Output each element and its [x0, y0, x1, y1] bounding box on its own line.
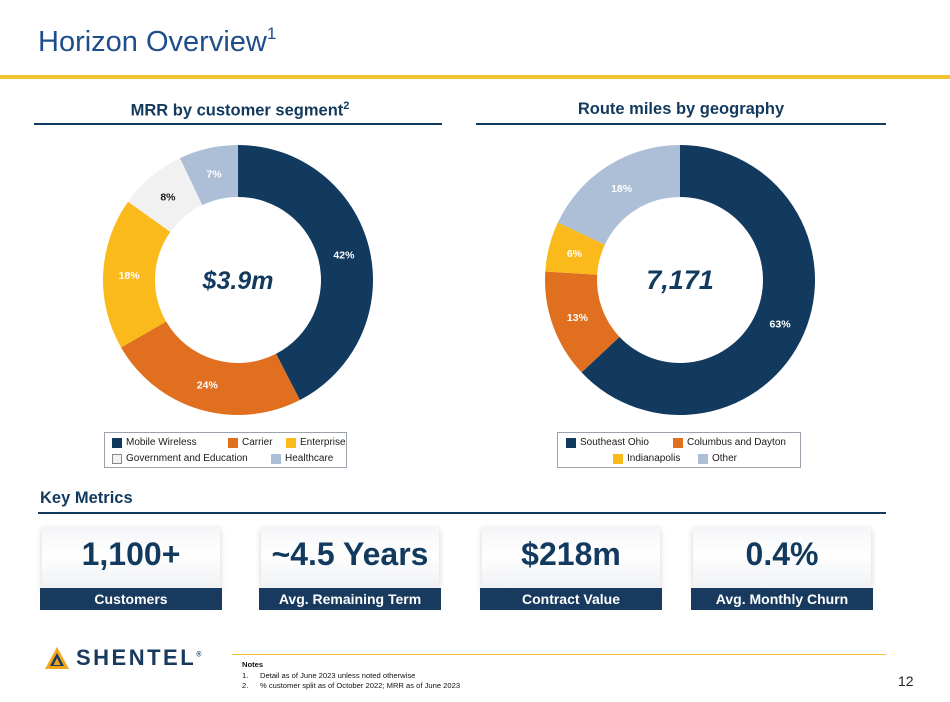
legend-item-other: Other	[698, 453, 737, 464]
metric-card-face	[482, 526, 660, 590]
legend-item-healthcare: Healthcare	[271, 453, 333, 464]
legend-swatch	[228, 437, 238, 448]
metric-card-customers: 1,100+ Customers	[40, 526, 222, 610]
metric-label: Contract Value	[480, 588, 662, 610]
legend-item-indianapolis: Indianapolis	[613, 453, 680, 464]
legend-swatch	[286, 437, 296, 448]
metric-card-face	[42, 526, 220, 590]
legend-item-mobile-wireless: Mobile Wireless	[112, 437, 197, 448]
metric-card-monthly-churn: 0.4% Avg. Monthly Churn	[691, 526, 873, 610]
legend-item-columbus-dayton: Columbus and Dayton	[673, 437, 786, 448]
metric-label: Avg. Monthly Churn	[691, 588, 873, 610]
metric-value: ~4.5 Years	[271, 536, 429, 572]
slice-label: 42%	[333, 249, 355, 261]
donut-slice-carrier	[121, 321, 300, 415]
legend-swatch	[271, 453, 281, 464]
legend-item-enterprise: Enterprise	[286, 437, 346, 448]
key-metrics-divider	[38, 512, 886, 514]
donut-slice-enterprise	[103, 201, 171, 348]
metric-card-contract-value: $218m Contract Value	[480, 526, 662, 610]
slice-label: 6%	[567, 248, 583, 260]
legend-swatch	[566, 437, 576, 448]
metric-card-remaining-term: ~4.5 Years Avg. Remaining Term	[259, 526, 441, 610]
slice-label: 7%	[206, 169, 222, 181]
page-number: 12	[898, 673, 914, 689]
legend-item-government-education: Government and Education	[112, 453, 248, 464]
route-miles-donut-chart: 63% 13% 6% 18% 7,171	[545, 145, 815, 415]
legend-swatch	[112, 453, 122, 464]
key-metrics-title: Key Metrics	[40, 489, 133, 507]
donut-slice-other	[557, 145, 680, 245]
slice-label: 18%	[611, 183, 633, 195]
legend-swatch	[112, 437, 122, 448]
legend-item-southeast-ohio: Southeast Ohio	[566, 437, 649, 448]
metric-card-face	[693, 526, 871, 590]
slice-label: 24%	[197, 380, 219, 392]
slice-label: 63%	[770, 318, 792, 330]
logo-text: SHENTEL®	[76, 645, 202, 670]
metric-value: 0.4%	[745, 536, 819, 572]
slice-label: 18%	[119, 270, 141, 282]
header-divider	[0, 75, 950, 79]
donut-center-value: 7,171	[646, 265, 714, 295]
metric-card-face	[261, 526, 439, 590]
legend-item-carrier: Carrier	[228, 437, 273, 448]
mrr-donut-chart: 42% 24% 18% 8% 7% $3.9m	[103, 145, 373, 415]
footer-divider	[232, 654, 886, 655]
note-item: 1. Detail as of June 2023 unless noted ot…	[242, 670, 416, 680]
donut-center-value: $3.9m	[202, 267, 274, 295]
route-legend: Southeast Ohio Columbus and Dayton India…	[557, 432, 801, 468]
metric-value: $218m	[521, 536, 621, 572]
mrr-section-divider	[34, 123, 442, 125]
legend-swatch	[613, 453, 623, 464]
donut-slice-government-and-education	[128, 158, 203, 232]
note-item: 2.% customer split as of October 2022; M…	[242, 681, 461, 690]
metric-label: Customers	[40, 588, 222, 610]
mrr-legend: Mobile Wireless Carrier Enterprise Gover…	[104, 432, 347, 468]
legend-swatch	[673, 437, 683, 448]
donut-slice-mobile-wireless	[238, 145, 373, 400]
legend-swatch	[698, 453, 708, 464]
page-title: Horizon Overview1	[38, 24, 277, 58]
mrr-chart-title: MRR by customer segment2	[130, 100, 350, 120]
donut-slice-healthcare	[179, 145, 238, 206]
donut-slice-indianapolis	[545, 222, 605, 275]
route-section-divider	[476, 123, 886, 125]
metric-value: 1,100+	[81, 536, 181, 572]
route-miles-chart-title: Route miles by geography	[577, 100, 785, 118]
notes-title: Notes	[242, 660, 264, 669]
shentel-logo: SHENTEL®	[44, 645, 201, 671]
slice-label: 8%	[160, 192, 176, 204]
slice-label: 13%	[567, 312, 589, 324]
donut-slice-columbus-and-dayton	[545, 271, 620, 373]
logo-triangle-icon	[45, 647, 69, 669]
footnotes: Notes 1. Detail as of June 2023 unless no…	[242, 660, 460, 692]
donut-slice-southeast-ohio	[581, 145, 815, 415]
metric-label: Avg. Remaining Term	[259, 588, 441, 610]
